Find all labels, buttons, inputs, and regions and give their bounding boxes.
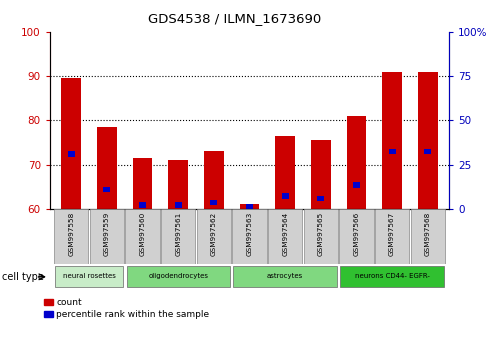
Bar [282, 193, 288, 199]
Text: oligodendrocytes: oligodendrocytes [148, 274, 208, 279]
Text: GSM997559: GSM997559 [104, 212, 110, 256]
Bar [133, 158, 152, 209]
Legend: count, percentile rank within the sample: count, percentile rank within the sample [44, 298, 209, 319]
Text: GSM997567: GSM997567 [389, 212, 395, 256]
FancyBboxPatch shape [268, 209, 302, 264]
Text: astrocytes: astrocytes [267, 274, 303, 279]
Bar [211, 200, 217, 205]
Bar [139, 202, 146, 207]
Bar [240, 205, 259, 209]
FancyBboxPatch shape [339, 209, 374, 264]
Text: GSM997566: GSM997566 [353, 212, 359, 256]
Text: GSM997563: GSM997563 [247, 212, 252, 256]
Bar [169, 160, 188, 209]
Text: neurons CD44- EGFR-: neurons CD44- EGFR- [355, 274, 430, 279]
Bar [311, 140, 330, 209]
Bar [382, 72, 402, 209]
Text: GSM997561: GSM997561 [175, 212, 181, 256]
FancyBboxPatch shape [54, 209, 88, 264]
FancyBboxPatch shape [234, 266, 337, 287]
FancyBboxPatch shape [90, 209, 124, 264]
FancyBboxPatch shape [304, 209, 338, 264]
FancyBboxPatch shape [375, 209, 409, 264]
Bar [103, 187, 110, 192]
Text: neural rosettes: neural rosettes [63, 274, 116, 279]
FancyBboxPatch shape [340, 266, 444, 287]
Text: GSM997560: GSM997560 [140, 212, 146, 256]
FancyBboxPatch shape [161, 209, 195, 264]
FancyBboxPatch shape [411, 209, 445, 264]
Text: GSM997562: GSM997562 [211, 212, 217, 256]
Bar [204, 152, 224, 209]
Bar [317, 196, 324, 201]
Bar [175, 202, 182, 207]
Bar [68, 152, 75, 157]
Text: GSM997558: GSM997558 [68, 212, 74, 256]
Text: GSM997568: GSM997568 [425, 212, 431, 256]
Bar [418, 72, 438, 209]
Bar [97, 127, 117, 209]
Bar [246, 205, 253, 210]
FancyBboxPatch shape [197, 209, 231, 264]
Bar [424, 149, 431, 154]
Text: GSM997564: GSM997564 [282, 212, 288, 256]
Bar [347, 116, 366, 209]
Bar [389, 149, 396, 154]
Text: cell type: cell type [2, 272, 44, 282]
FancyBboxPatch shape [125, 209, 160, 264]
Bar [275, 136, 295, 209]
FancyBboxPatch shape [127, 266, 230, 287]
Bar [61, 78, 81, 209]
Text: GSM997565: GSM997565 [318, 212, 324, 256]
FancyBboxPatch shape [55, 266, 123, 287]
Bar [353, 182, 360, 188]
Text: GDS4538 / ILMN_1673690: GDS4538 / ILMN_1673690 [148, 12, 321, 25]
FancyBboxPatch shape [233, 209, 266, 264]
